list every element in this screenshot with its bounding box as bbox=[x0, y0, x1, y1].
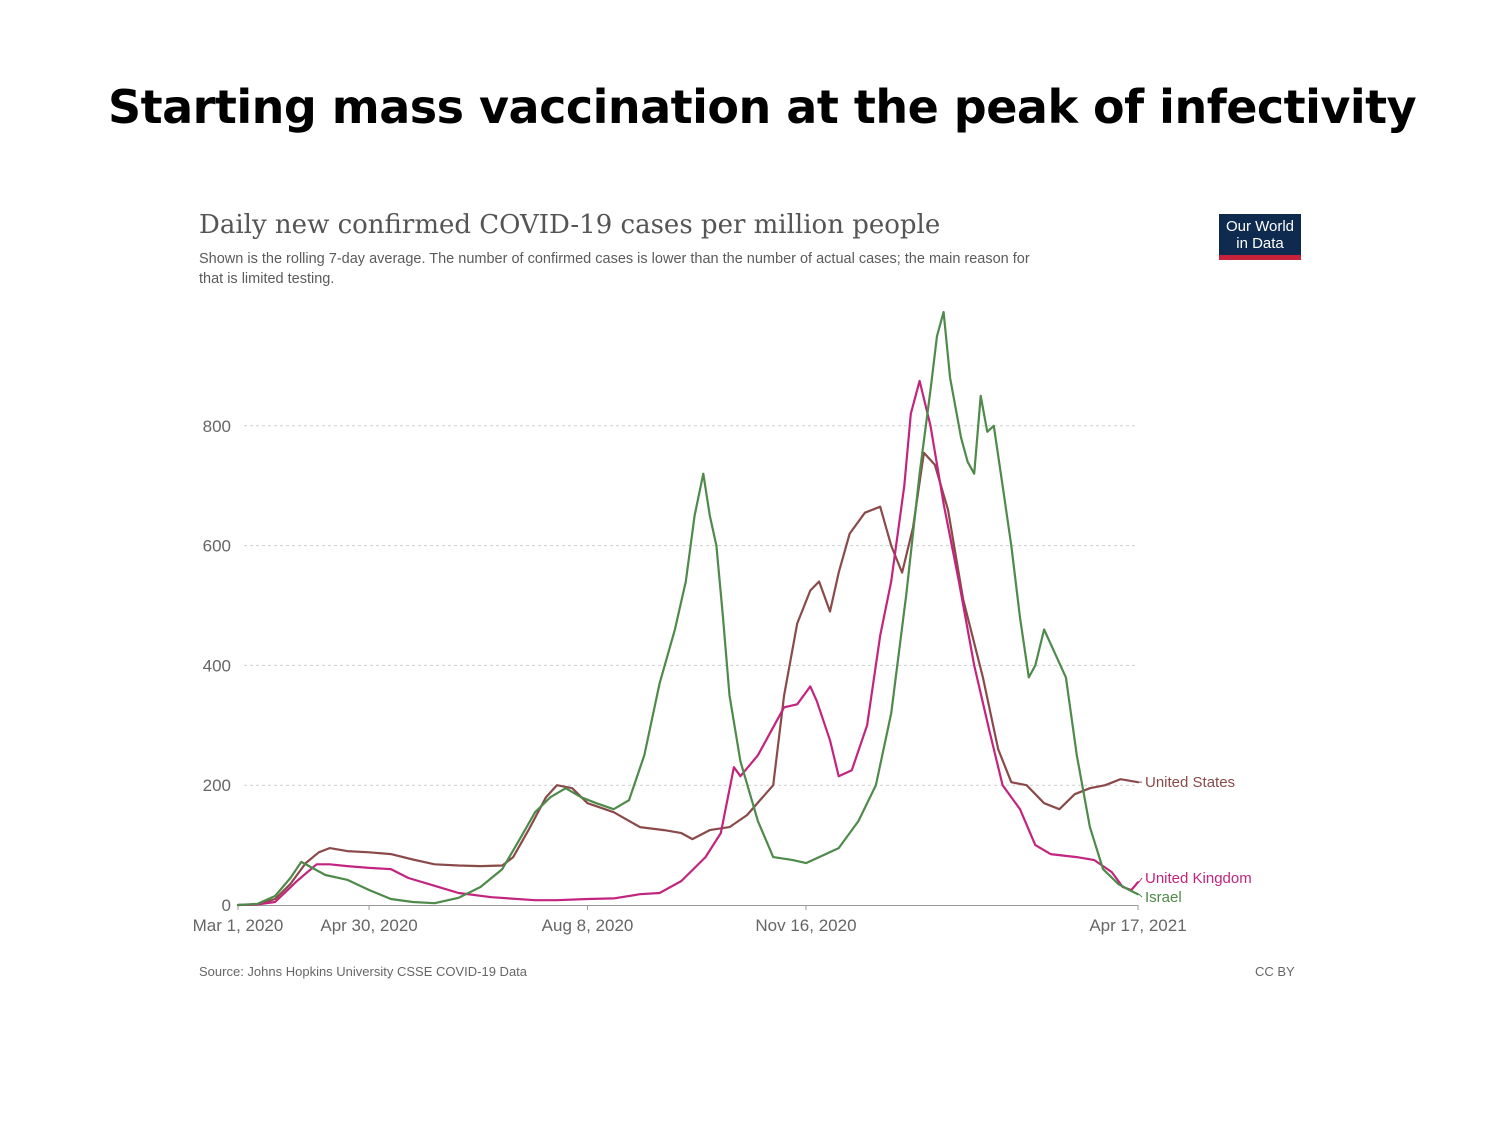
y-tick-label-800: 800 bbox=[203, 417, 231, 436]
x-tick-label-3: Nov 16, 2020 bbox=[755, 916, 856, 935]
x-tick-label-1: Apr 30, 2020 bbox=[320, 916, 417, 935]
owid-logo-line-2: in Data bbox=[1236, 235, 1284, 252]
series-label-united-kingdom[interactable]: United Kingdom bbox=[1145, 870, 1252, 887]
slide-title: Starting mass vaccination at the peak of… bbox=[108, 80, 1417, 134]
series-label-united-states[interactable]: United States bbox=[1145, 774, 1235, 791]
series-leader-israel bbox=[1138, 893, 1143, 898]
series-layer bbox=[236, 310, 1140, 907]
axis-layer: 0 200 400 600 800 Mar 1, 2020 Apr 30, 2020 Aug … bbox=[193, 417, 1187, 935]
y-tick-label-0: 0 bbox=[222, 896, 231, 915]
owid-logo[interactable]: Our World in Data bbox=[1219, 214, 1301, 260]
chart-subtitle: Shown is the rolling 7-day average. The … bbox=[199, 249, 1199, 289]
y-tick-label-600: 600 bbox=[203, 537, 231, 556]
y-tick-label-200: 200 bbox=[203, 776, 231, 795]
x-tick-label-0: Mar 1, 2020 bbox=[193, 916, 284, 935]
series-label-israel[interactable]: Israel bbox=[1145, 889, 1182, 906]
owid-logo-line-1: Our World bbox=[1225, 218, 1295, 235]
chart-title: Daily new confirmed COVID-19 cases per m… bbox=[199, 210, 941, 240]
x-tick-label-2: Aug 8, 2020 bbox=[542, 916, 634, 935]
chart-subtitle-line-2: that is limited testing. bbox=[199, 271, 335, 287]
series-label-layer: United States United Kingdom Israel bbox=[1138, 774, 1252, 906]
source-note: Source: Johns Hopkins University CSSE CO… bbox=[199, 964, 528, 979]
y-tick-label-400: 400 bbox=[203, 656, 231, 675]
series-line-israel[interactable] bbox=[236, 310, 1140, 907]
series-leader-united-kingdom bbox=[1138, 877, 1143, 883]
series-line-united-states[interactable] bbox=[236, 451, 1140, 907]
license-link[interactable]: CC BY bbox=[1255, 964, 1295, 979]
series-line-united-kingdom[interactable] bbox=[236, 379, 1140, 907]
x-tick-label-4: Apr 17, 2021 bbox=[1089, 916, 1186, 935]
grid-layer bbox=[244, 425, 1138, 786]
chart-subtitle-line-1: Shown is the rolling 7-day average. The … bbox=[199, 251, 1030, 267]
